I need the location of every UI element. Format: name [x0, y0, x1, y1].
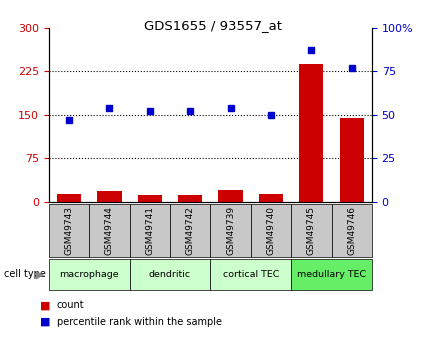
- Bar: [57, 194, 81, 202]
- Bar: [170, 204, 210, 257]
- Text: GSM49743: GSM49743: [65, 206, 74, 255]
- Bar: [210, 204, 251, 257]
- Bar: [291, 259, 372, 290]
- Text: ■: ■: [40, 300, 51, 310]
- Text: cell type: cell type: [4, 269, 46, 279]
- Bar: [97, 191, 122, 202]
- Text: macrophage: macrophage: [60, 270, 119, 279]
- Text: GSM49739: GSM49739: [226, 206, 235, 255]
- Bar: [49, 259, 130, 290]
- Text: GSM49746: GSM49746: [347, 206, 356, 255]
- Text: GSM49745: GSM49745: [307, 206, 316, 255]
- Text: GSM49741: GSM49741: [145, 206, 154, 255]
- Bar: [218, 190, 243, 202]
- Bar: [210, 259, 291, 290]
- Bar: [178, 195, 202, 202]
- Text: ■: ■: [40, 317, 51, 326]
- Text: percentile rank within the sample: percentile rank within the sample: [57, 317, 221, 326]
- Text: GSM49740: GSM49740: [266, 206, 275, 255]
- Text: GDS1655 / 93557_at: GDS1655 / 93557_at: [144, 19, 281, 32]
- Bar: [251, 204, 291, 257]
- Bar: [130, 259, 210, 290]
- Bar: [130, 204, 170, 257]
- Text: ▶: ▶: [36, 269, 45, 279]
- Bar: [89, 204, 130, 257]
- Bar: [291, 204, 332, 257]
- Bar: [259, 194, 283, 202]
- Text: GSM49742: GSM49742: [186, 206, 195, 255]
- Bar: [138, 195, 162, 202]
- Bar: [332, 204, 372, 257]
- Text: count: count: [57, 300, 84, 310]
- Text: dendritic: dendritic: [149, 270, 191, 279]
- Text: cortical TEC: cortical TEC: [223, 270, 279, 279]
- Text: medullary TEC: medullary TEC: [297, 270, 366, 279]
- Text: GSM49744: GSM49744: [105, 206, 114, 255]
- Bar: [49, 204, 89, 257]
- Bar: [340, 118, 364, 202]
- Bar: [299, 63, 323, 202]
